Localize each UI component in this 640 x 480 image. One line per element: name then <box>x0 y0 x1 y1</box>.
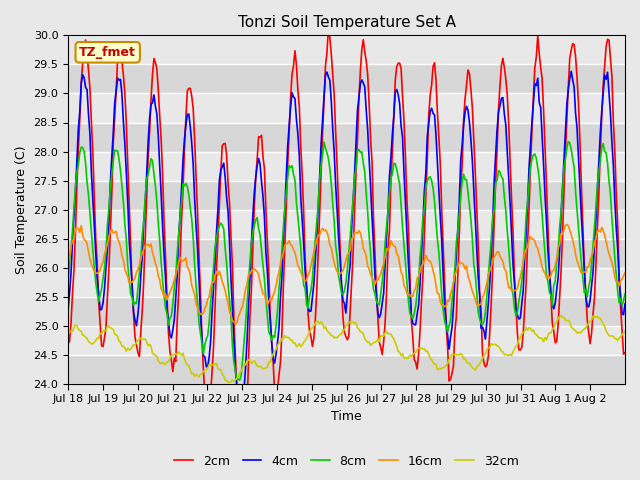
4cm <box>83 87 91 93</box>
16cm <box>352 229 360 235</box>
16cm <box>545 276 553 281</box>
4cm <box>621 301 629 307</box>
32cm <box>557 313 565 319</box>
16cm <box>620 273 627 279</box>
Line: 8cm: 8cm <box>68 142 625 380</box>
16cm <box>232 321 239 327</box>
2cm <box>64 341 72 347</box>
32cm <box>83 336 91 341</box>
8cm <box>64 281 72 287</box>
4cm <box>463 103 470 109</box>
8cm <box>83 180 91 185</box>
Line: 16cm: 16cm <box>68 225 625 324</box>
Line: 4cm: 4cm <box>68 72 625 417</box>
8cm <box>564 139 572 144</box>
2cm <box>621 350 629 356</box>
32cm <box>100 327 108 333</box>
8cm <box>545 289 553 295</box>
16cm <box>83 241 91 247</box>
Line: 2cm: 2cm <box>68 28 625 455</box>
2cm <box>239 452 246 457</box>
8cm <box>621 291 629 297</box>
8cm <box>463 177 470 182</box>
32cm <box>224 380 232 385</box>
2cm <box>547 292 555 298</box>
32cm <box>64 330 72 336</box>
16cm <box>621 270 629 276</box>
4cm <box>352 139 360 144</box>
8cm <box>620 298 627 303</box>
Bar <box>68 355 625 384</box>
16cm <box>463 263 470 269</box>
2cm <box>354 137 362 143</box>
Text: TZ_fmet: TZ_fmet <box>79 46 136 59</box>
2cm <box>83 53 91 59</box>
8cm <box>236 377 244 383</box>
16cm <box>64 260 72 265</box>
4cm <box>236 414 244 420</box>
Bar <box>68 64 625 94</box>
8cm <box>352 166 360 171</box>
Bar <box>68 239 625 268</box>
2cm <box>620 351 627 357</box>
8cm <box>100 265 108 271</box>
Line: 32cm: 32cm <box>68 316 625 383</box>
4cm <box>545 268 553 274</box>
2cm <box>324 25 332 31</box>
X-axis label: Time: Time <box>332 410 362 423</box>
2cm <box>464 67 472 73</box>
Y-axis label: Soil Temperature (C): Soil Temperature (C) <box>15 145 28 274</box>
Legend: 2cm, 4cm, 8cm, 16cm, 32cm: 2cm, 4cm, 8cm, 16cm, 32cm <box>169 450 524 472</box>
32cm <box>545 330 553 336</box>
32cm <box>463 359 470 365</box>
Bar <box>68 122 625 152</box>
4cm <box>568 69 575 74</box>
16cm <box>563 222 571 228</box>
4cm <box>64 306 72 312</box>
4cm <box>100 286 108 291</box>
Bar <box>68 180 625 210</box>
2cm <box>100 335 108 341</box>
32cm <box>352 320 360 326</box>
4cm <box>620 312 627 318</box>
Bar <box>68 297 625 326</box>
Title: Tonzi Soil Temperature Set A: Tonzi Soil Temperature Set A <box>237 15 456 30</box>
32cm <box>620 330 627 336</box>
32cm <box>621 328 629 334</box>
16cm <box>100 251 108 257</box>
